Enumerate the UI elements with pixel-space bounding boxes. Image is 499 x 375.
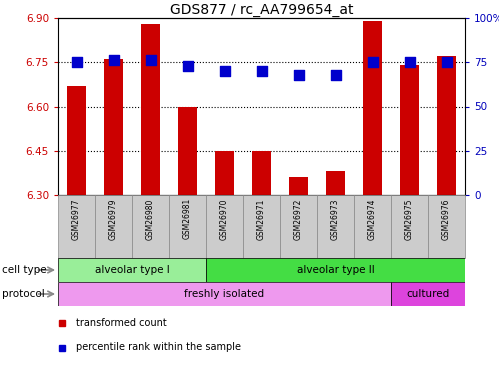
Text: GSM26980: GSM26980 xyxy=(146,198,155,240)
Point xyxy=(147,57,155,63)
Bar xyxy=(400,65,419,195)
Title: GDS877 / rc_AA799654_at: GDS877 / rc_AA799654_at xyxy=(170,3,353,17)
Bar xyxy=(132,195,169,258)
Bar xyxy=(169,195,206,258)
Bar xyxy=(104,59,123,195)
Bar xyxy=(391,195,428,258)
Text: alveolar type II: alveolar type II xyxy=(296,265,374,275)
Text: freshly isolated: freshly isolated xyxy=(185,289,264,299)
Text: GSM26970: GSM26970 xyxy=(220,198,229,240)
Point xyxy=(406,59,414,65)
Text: GSM26972: GSM26972 xyxy=(294,198,303,240)
Point xyxy=(294,72,302,78)
Text: GSM26981: GSM26981 xyxy=(183,198,192,239)
Bar xyxy=(363,21,382,195)
Point xyxy=(443,59,451,65)
Bar xyxy=(58,282,391,306)
Point xyxy=(72,59,80,65)
Bar xyxy=(280,195,317,258)
Point xyxy=(331,72,339,78)
Bar xyxy=(58,195,95,258)
Bar xyxy=(289,177,308,195)
Bar xyxy=(326,171,345,195)
Text: percentile rank within the sample: percentile rank within the sample xyxy=(76,342,242,352)
Text: alveolar type I: alveolar type I xyxy=(95,265,169,275)
Text: GSM26977: GSM26977 xyxy=(72,198,81,240)
Bar xyxy=(243,195,280,258)
Bar xyxy=(206,195,243,258)
Point xyxy=(257,68,265,74)
Point xyxy=(184,63,192,69)
Point xyxy=(221,68,229,74)
Bar xyxy=(215,151,234,195)
Text: GSM26979: GSM26979 xyxy=(109,198,118,240)
Bar xyxy=(141,24,160,195)
Bar xyxy=(437,56,456,195)
Point xyxy=(368,59,376,65)
Bar xyxy=(317,195,354,258)
Bar xyxy=(206,258,465,282)
Bar xyxy=(391,282,465,306)
Text: GSM26976: GSM26976 xyxy=(442,198,451,240)
Bar xyxy=(67,86,86,195)
Bar xyxy=(252,151,271,195)
Text: GSM26975: GSM26975 xyxy=(405,198,414,240)
Bar xyxy=(95,195,132,258)
Point xyxy=(109,57,117,63)
Text: GSM26971: GSM26971 xyxy=(257,198,266,240)
Bar xyxy=(178,106,197,195)
Text: cell type: cell type xyxy=(2,265,47,275)
Bar xyxy=(354,195,391,258)
Bar xyxy=(58,258,206,282)
Text: cultured: cultured xyxy=(406,289,450,299)
Text: transformed count: transformed count xyxy=(76,318,167,327)
Text: GSM26973: GSM26973 xyxy=(331,198,340,240)
Bar xyxy=(428,195,465,258)
Text: GSM26974: GSM26974 xyxy=(368,198,377,240)
Text: protocol: protocol xyxy=(2,289,45,299)
